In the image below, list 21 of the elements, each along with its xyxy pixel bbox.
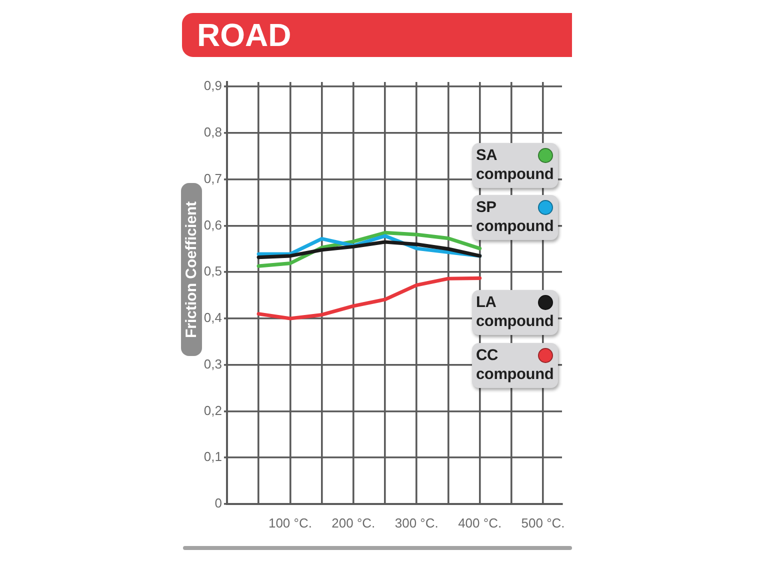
text: CC compound (476, 346, 555, 384)
x-tick-label: 300 °C. (394, 515, 438, 530)
x-tick-label: 400 °C. (458, 515, 502, 530)
text: SA compound (476, 146, 555, 184)
x-tick-label: 500 °C. (521, 515, 565, 530)
y-tick-label: 0,6 (204, 217, 222, 232)
text: LA compound (476, 293, 555, 331)
series-label: SP compound (476, 198, 555, 236)
y-tick-label: 0,4 (204, 310, 222, 326)
x-tick-label: 100 °C. (268, 515, 312, 530)
y-axis-title: Friction Coefficient (181, 183, 202, 356)
y-tick-label: 0,8 (204, 124, 222, 140)
y-tick-label: 0,2 (204, 402, 222, 418)
y-tick-label: 0,1 (204, 449, 222, 464)
chart-title: ROAD (182, 13, 572, 57)
y-tick-label: 0 (214, 496, 222, 511)
y-tick-label: 0,9 (204, 78, 222, 94)
y-tick-label: 0,7 (204, 170, 222, 186)
y-tick-label: 0,3 (204, 356, 222, 372)
x-tick-label: 200 °C. (332, 515, 376, 530)
y-tick-label: 0,5 (204, 264, 222, 279)
